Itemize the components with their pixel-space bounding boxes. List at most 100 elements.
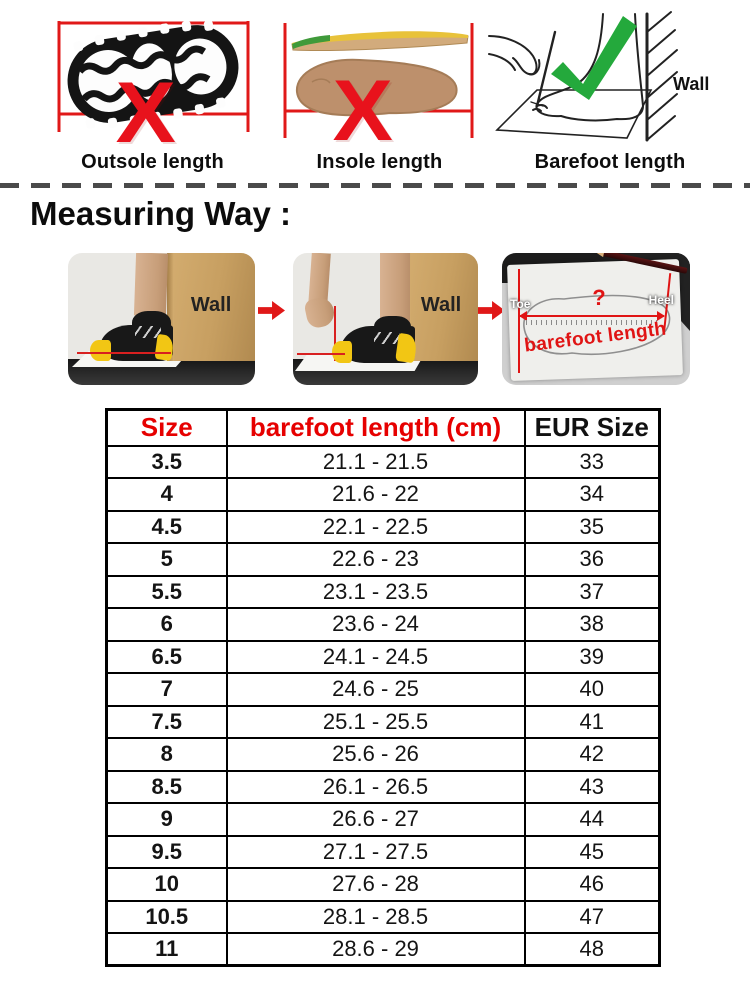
eur-size-cell: 35 [523,509,661,544]
insole-illustration [283,23,474,138]
table-row: 4 21.6 - 22 34 [105,477,661,512]
sock-stripe [374,332,401,345]
table-row: 9.5 27.1 - 27.5 45 [105,834,661,869]
eur-size-cell: 38 [523,607,661,642]
wall-label: Wall [420,294,462,317]
measure-photo-mark: Wall [293,253,478,385]
wall-label: Wall [190,294,232,317]
eur-size-cell: 41 [523,704,661,739]
table-header-row: Size barefoot length (cm) EUR Size [105,408,661,447]
size-cell: 9 [105,802,228,837]
size-table-body: 3.5 21.1 - 21.5 33 4 21.6 - 22 34 4.5 22… [105,444,661,967]
outsole-illustration [57,20,250,132]
table-row: 9 26.6 - 27 44 [105,802,661,837]
sock-stripe [135,325,162,338]
size-cell: 11 [105,932,228,967]
barefoot-length-cell: 27.1 - 27.5 [225,834,526,869]
ruler-ticks [526,320,660,325]
insole-length-label: Insole length [316,151,443,173]
table-row: 5.5 23.1 - 23.5 37 [105,574,661,609]
measure-photo-outline: ? barefoot length Toe Heel [502,253,690,385]
barefoot-length-cell: 27.6 - 28 [225,867,526,902]
eur-size-header: EUR Size [523,408,661,447]
table-row: 8.5 26.1 - 26.5 43 [105,769,661,804]
size-cell: 7.5 [105,704,228,739]
table-row: 7 24.6 - 25 40 [105,672,661,707]
table-row: 11 28.6 - 29 48 [105,932,661,967]
foot-outline [523,294,671,355]
eur-size-cell: 48 [523,932,661,967]
barefoot-illustration [488,11,678,142]
eur-size-cell: 40 [523,672,661,707]
barefoot-length-cell: 21.6 - 22 [225,477,526,512]
size-cell: 10.5 [105,899,228,934]
barefoot-length-cell: 25.6 - 26 [225,737,526,772]
size-cell: 5.5 [105,574,228,609]
size-table-section: Size barefoot length (cm) EUR Size 3.5 2… [105,408,661,967]
ruler-line [333,305,336,362]
barefoot-length-cell: 26.1 - 26.5 [225,769,526,804]
table-row: 10.5 28.1 - 28.5 47 [105,899,661,934]
eur-size-cell: 46 [523,867,661,902]
barefoot-length-cell: 22.6 - 23 [225,542,526,577]
barefoot-method-figure: Wall Barefoot length [485,10,735,175]
barefoot-length-label: Barefoot length [534,151,686,173]
eur-size-cell: 33 [523,444,661,479]
size-cell: 10 [105,867,228,902]
eur-size-cell: 36 [523,542,661,577]
arrow-icon [478,301,505,320]
size-cell: 8 [105,737,228,772]
toe-label: Toe [510,297,531,311]
x-mark-icon: X [332,63,393,159]
size-cell: 9.5 [105,834,228,869]
insole-method-figure: X Insole length [272,10,487,175]
table-row: 5 22.6 - 23 36 [105,542,661,577]
outsole-length-label: Outsole length [81,151,224,173]
measure-baseline [77,352,171,354]
table-row: 8 25.6 - 26 42 [105,737,661,772]
table-row: 6.5 24.1 - 24.5 39 [105,639,661,674]
eur-size-cell: 44 [523,802,661,837]
eur-size-cell: 43 [523,769,661,804]
size-cell: 7 [105,672,228,707]
table-row: 4.5 22.1 - 22.5 35 [105,509,661,544]
yellow-toe-cap [90,339,111,361]
eur-size-cell: 42 [523,737,661,772]
barefoot-length-cell: 24.1 - 24.5 [225,639,526,674]
barefoot-length-cell: 25.1 - 25.5 [225,704,526,739]
arrow-icon [258,301,285,320]
eur-size-cell: 47 [523,899,661,934]
size-cell: 6 [105,607,228,642]
question-mark: ? [592,285,606,310]
barefoot-length-cell: 23.1 - 23.5 [225,574,526,609]
barefoot-length-cell: 22.1 - 22.5 [225,509,526,544]
table-row: 3.5 21.1 - 21.5 33 [105,444,661,479]
barefoot-length-cell: 28.1 - 28.5 [225,899,526,934]
cardboard-box: Wall [167,253,255,361]
measure-baseline [296,353,345,355]
measure-photo-stand: Wall [68,253,255,385]
barefoot-length-cell: 28.6 - 29 [225,932,526,967]
size-cell: 4 [105,477,228,512]
eur-size-cell: 34 [523,477,661,512]
size-table: Size barefoot length (cm) EUR Size 3.5 2… [105,408,661,967]
toe-line [518,269,520,373]
wall-label: Wall [673,74,710,94]
table-row: 10 27.6 - 28 46 [105,867,661,902]
eur-size-cell: 45 [523,834,661,869]
eur-size-cell: 39 [523,639,661,674]
leg [134,253,169,317]
leg [379,253,410,322]
size-cell: 8.5 [105,769,228,804]
table-row: 6 23.6 - 24 38 [105,607,661,642]
table-row: 7.5 25.1 - 25.5 41 [105,704,661,739]
barefoot-length-cell: 24.6 - 25 [225,672,526,707]
outsole-method-figure: X Outsole length [45,10,260,175]
size-cell: 5 [105,542,228,577]
size-cell: 6.5 [105,639,228,674]
eur-size-cell: 37 [523,574,661,609]
barefoot-length-cell: 23.6 - 24 [225,607,526,642]
measure-line [519,311,665,321]
x-mark-icon: X [115,65,176,161]
heel-label: Heel [648,293,674,307]
